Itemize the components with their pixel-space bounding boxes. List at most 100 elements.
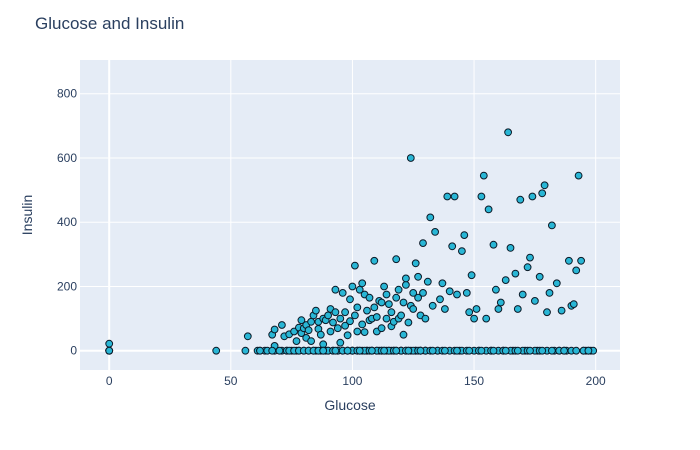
- data-point: [428, 301, 437, 310]
- data-point: [572, 346, 581, 355]
- data-point: [465, 346, 474, 355]
- data-point: [341, 321, 350, 330]
- data-point: [326, 327, 335, 336]
- data-point: [348, 282, 357, 291]
- data-point: [392, 293, 401, 302]
- data-point: [355, 346, 364, 355]
- data-point: [421, 314, 430, 323]
- data-point: [467, 271, 476, 280]
- data-point: [275, 346, 284, 355]
- data-point: [477, 346, 486, 355]
- data-point: [331, 285, 340, 294]
- data-point: [370, 256, 379, 265]
- data-point: [365, 293, 374, 302]
- data-point: [518, 290, 527, 299]
- data-point: [428, 346, 437, 355]
- data-points: [105, 128, 598, 355]
- data-point: [443, 192, 452, 201]
- data-point: [458, 247, 466, 256]
- data-point: [492, 285, 500, 294]
- data-point: [548, 346, 556, 355]
- data-point: [402, 281, 410, 289]
- data-point: [543, 308, 551, 317]
- data-point: [523, 263, 532, 272]
- data-point: [419, 289, 427, 297]
- data-point: [552, 279, 561, 288]
- data-point: [419, 239, 427, 248]
- data-point: [397, 311, 406, 320]
- data-point: [560, 346, 568, 355]
- data-point: [404, 318, 413, 327]
- data-point: [331, 308, 340, 317]
- data-point: [501, 276, 510, 285]
- y-tick-label: 600: [57, 151, 77, 165]
- data-point: [482, 314, 491, 323]
- data-point: [319, 340, 328, 349]
- data-point: [572, 266, 581, 275]
- data-point: [307, 317, 316, 326]
- data-point: [470, 314, 479, 323]
- data-point: [351, 311, 359, 320]
- data-point: [531, 297, 539, 305]
- data-point: [394, 285, 403, 294]
- x-tick-label: 0: [106, 374, 113, 388]
- data-point: [540, 181, 549, 190]
- data-point: [426, 213, 435, 222]
- data-point: [297, 316, 306, 325]
- data-point: [346, 295, 354, 304]
- data-point: [355, 285, 364, 294]
- data-point: [528, 192, 537, 201]
- data-point: [399, 330, 408, 339]
- data-point: [416, 346, 425, 355]
- data-point: [377, 298, 386, 307]
- y-tick-label: 200: [57, 279, 77, 293]
- y-tick-label: 400: [57, 215, 77, 229]
- data-point: [368, 346, 376, 355]
- data-point: [399, 298, 408, 307]
- x-tick-label: 200: [586, 374, 606, 388]
- data-point: [511, 269, 520, 278]
- y-axis-ticks: 0 200 400 600 800: [57, 87, 77, 358]
- data-point: [358, 320, 367, 329]
- data-point: [270, 325, 279, 334]
- data-point: [477, 192, 486, 201]
- data-point: [241, 346, 250, 355]
- data-point: [409, 305, 418, 313]
- data-point: [453, 290, 461, 299]
- data-point: [513, 346, 522, 355]
- data-point: [331, 346, 340, 355]
- y-tick-label: 800: [57, 87, 77, 101]
- chart-title: Glucose and Insulin: [35, 14, 184, 33]
- data-point: [343, 331, 352, 340]
- data-point: [363, 306, 371, 315]
- data-point: [353, 303, 362, 312]
- data-point: [526, 346, 534, 355]
- data-point: [513, 305, 522, 313]
- data-point: [484, 205, 493, 214]
- data-point: [385, 300, 393, 309]
- data-point: [404, 346, 413, 355]
- data-point: [462, 289, 471, 297]
- data-point: [569, 300, 578, 309]
- data-point: [372, 313, 381, 321]
- data-point: [256, 346, 264, 355]
- data-point: [304, 326, 313, 335]
- data-point: [380, 282, 389, 291]
- y-axis-label: Insulin: [19, 195, 35, 235]
- data-point: [346, 317, 354, 326]
- data-point: [392, 255, 401, 264]
- x-tick-label: 50: [224, 374, 238, 388]
- data-point: [351, 261, 359, 270]
- data-point: [411, 259, 420, 268]
- data-point: [380, 346, 389, 355]
- data-point: [479, 171, 488, 180]
- data-point: [329, 318, 337, 327]
- data-point: [406, 154, 415, 162]
- data-point: [324, 311, 333, 320]
- data-point: [445, 287, 454, 296]
- data-point: [423, 277, 432, 286]
- data-point: [414, 293, 423, 302]
- data-point: [535, 272, 544, 281]
- data-point: [358, 279, 367, 288]
